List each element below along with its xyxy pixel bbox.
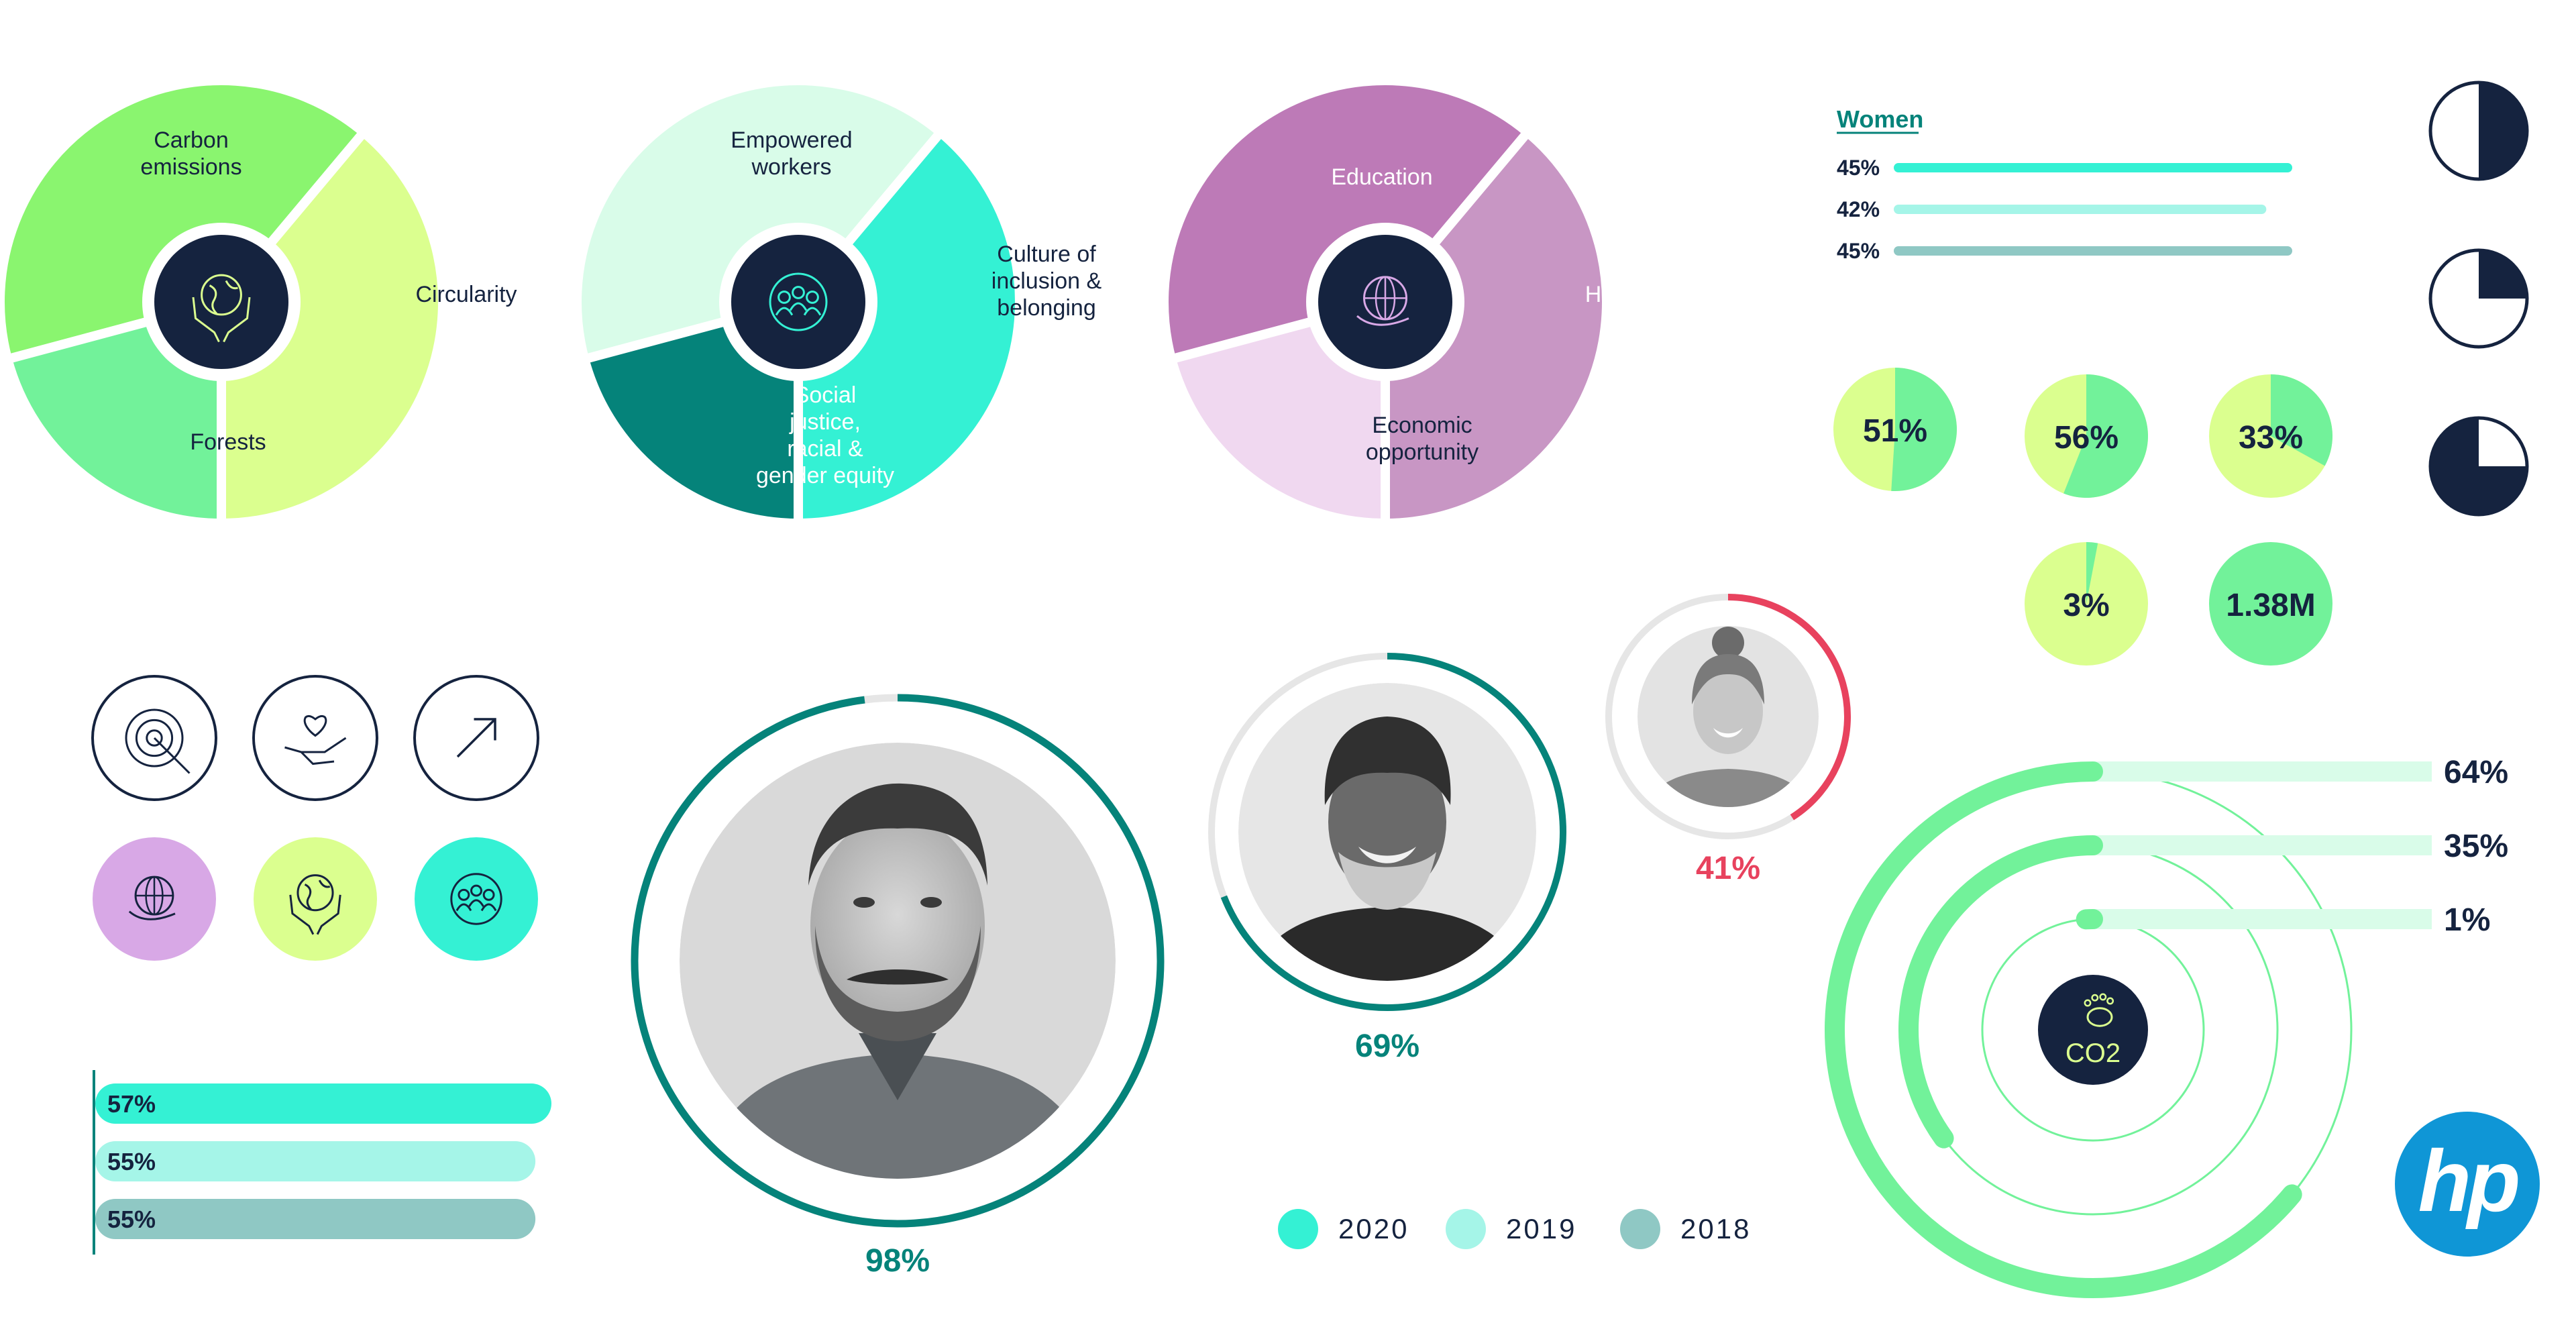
co2-center xyxy=(2038,975,2148,1085)
bottom-bar-label: 55% xyxy=(107,1148,156,1175)
ring-progress-man-mustache xyxy=(631,694,1165,1228)
planet-hands-icon xyxy=(254,837,377,961)
small-pie: 56% xyxy=(2025,374,2148,498)
hp-logo: hp xyxy=(2395,1112,2540,1257)
bottom-bar-label: 57% xyxy=(107,1090,156,1118)
ring-label: 69% xyxy=(1355,1028,1419,1064)
small-pie: 33% xyxy=(2209,374,2332,498)
wheel-segment xyxy=(794,127,1024,528)
wheel-segment xyxy=(0,76,369,364)
topic-wheels: Carbon emissions Circularity Forests Empower… xyxy=(0,76,1695,528)
portrait-woman-bun xyxy=(1638,626,1819,807)
women-bar-label: 42% xyxy=(1837,197,1880,221)
ring-progress-woman-bun xyxy=(1727,594,1851,820)
ring-label: 98% xyxy=(865,1243,930,1279)
footprint-icon xyxy=(2084,993,2114,1027)
planet-hands-icon xyxy=(192,274,251,343)
ring-progress-man-beanie xyxy=(1220,653,1566,1011)
women-chart: Women 45% 42% 45% xyxy=(1837,105,2292,263)
legend-swatch xyxy=(1278,1209,1318,1249)
women-chart-title: Women xyxy=(1837,105,1923,133)
small-pie-label: 51% xyxy=(1863,413,1927,449)
arrow-up-right-icon xyxy=(413,675,539,801)
small-pie: 1.38M xyxy=(2209,542,2332,666)
wheel-segment-label: Empowered workers xyxy=(731,127,852,180)
globe-hand-icon xyxy=(1356,276,1409,326)
svg-text:hp: hp xyxy=(2418,1132,2518,1230)
co2-center-label: CO2 xyxy=(2065,1039,2121,1068)
small-pie-charts: 51% 56% 33% 3% 1.38M xyxy=(1833,368,2332,666)
small-pie-bg xyxy=(2209,542,2332,666)
people-icon xyxy=(769,272,828,331)
bottom-bar xyxy=(95,1199,536,1239)
heart-hand-icon xyxy=(252,675,378,801)
wheel-segment-label: Economic opportunity xyxy=(1366,413,1479,465)
small-pie-label: 56% xyxy=(2054,420,2118,456)
legend-item: 2020 xyxy=(1278,1209,1409,1249)
legend-label: 2019 xyxy=(1506,1213,1576,1244)
globe-hand-icon xyxy=(93,837,216,961)
legend-label: 2020 xyxy=(1338,1213,1409,1244)
clock-icons xyxy=(2428,81,2529,517)
small-pie-label: 33% xyxy=(2239,420,2303,456)
wheel-segment xyxy=(1159,76,1533,364)
small-pie-label: 3% xyxy=(2063,588,2109,623)
co2-chart: 64% 35% 1% CO2 xyxy=(1825,755,2508,1298)
co2-label: 35% xyxy=(2444,829,2508,864)
women-bar-label: 45% xyxy=(1837,156,1880,180)
wheel-segment-label: Social justice, racial & gender equity xyxy=(756,382,894,488)
bottom-bar-label: 55% xyxy=(107,1206,156,1233)
wheel-planet: Carbon emissions Circularity Forests xyxy=(0,76,517,528)
small-pie-slice xyxy=(2086,542,2098,604)
wheel-center xyxy=(154,235,288,369)
bottom-bar-chart: 57% 55% 55% xyxy=(93,1070,551,1255)
bottom-bar xyxy=(95,1141,536,1181)
wheel-people: Empowered workers Culture of inclusion & bel… xyxy=(572,76,1102,528)
small-pie-slice xyxy=(2063,374,2148,498)
wheel-segment-label: Forests xyxy=(190,429,266,455)
wheel-segment-label: Culture of inclusion & belonging xyxy=(991,242,1102,321)
wheel-segment xyxy=(572,76,946,364)
co2-label: 1% xyxy=(2444,902,2490,938)
legend-swatch xyxy=(1620,1209,1660,1249)
wheel-segment-label: Education xyxy=(1331,164,1432,190)
small-pie: 3% xyxy=(2025,542,2148,666)
people-icon xyxy=(415,837,538,961)
wheel-segment-label: Carbon emissions xyxy=(140,127,241,180)
target-icon xyxy=(91,675,217,801)
icon-grid xyxy=(91,675,539,961)
wheel-center xyxy=(731,235,865,369)
co2-arc xyxy=(1825,761,2302,1298)
legend-swatch xyxy=(1446,1209,1486,1249)
wheel-community: Education Healthcare Economic opportunity xyxy=(1159,76,1695,528)
co2-arc xyxy=(1898,835,2103,1149)
half-clock-icon xyxy=(2428,81,2529,181)
wheel-segment-label: Circularity xyxy=(415,282,517,307)
small-pie-slice xyxy=(2271,374,2332,466)
ring-label: 41% xyxy=(1696,851,1760,886)
small-pie: 51% xyxy=(1833,368,1957,491)
wheel-segment xyxy=(1381,127,1611,528)
three-quarter-clock-icon xyxy=(2428,416,2529,517)
women-bar-label: 45% xyxy=(1837,239,1880,263)
year-legend: 2020 2019 2018 xyxy=(1278,1209,1751,1249)
co2-label: 64% xyxy=(2444,755,2508,790)
portrait-rings: 98% 69% 41% xyxy=(631,594,1851,1279)
legend-item: 2019 xyxy=(1446,1209,1576,1249)
wheel-segment-label: Healthcare xyxy=(1585,282,1695,307)
bottom-bar xyxy=(95,1083,551,1124)
portrait-man-beanie xyxy=(1238,683,1536,981)
small-pie-slice xyxy=(1891,368,1957,491)
legend-item: 2018 xyxy=(1620,1209,1751,1249)
portrait-man-mustache xyxy=(680,743,1116,1179)
quarter-clock-icon xyxy=(2428,248,2529,349)
wheel-segment xyxy=(217,127,447,528)
small-pie-label: 1.38M xyxy=(2226,588,2315,623)
legend-label: 2018 xyxy=(1680,1213,1751,1244)
